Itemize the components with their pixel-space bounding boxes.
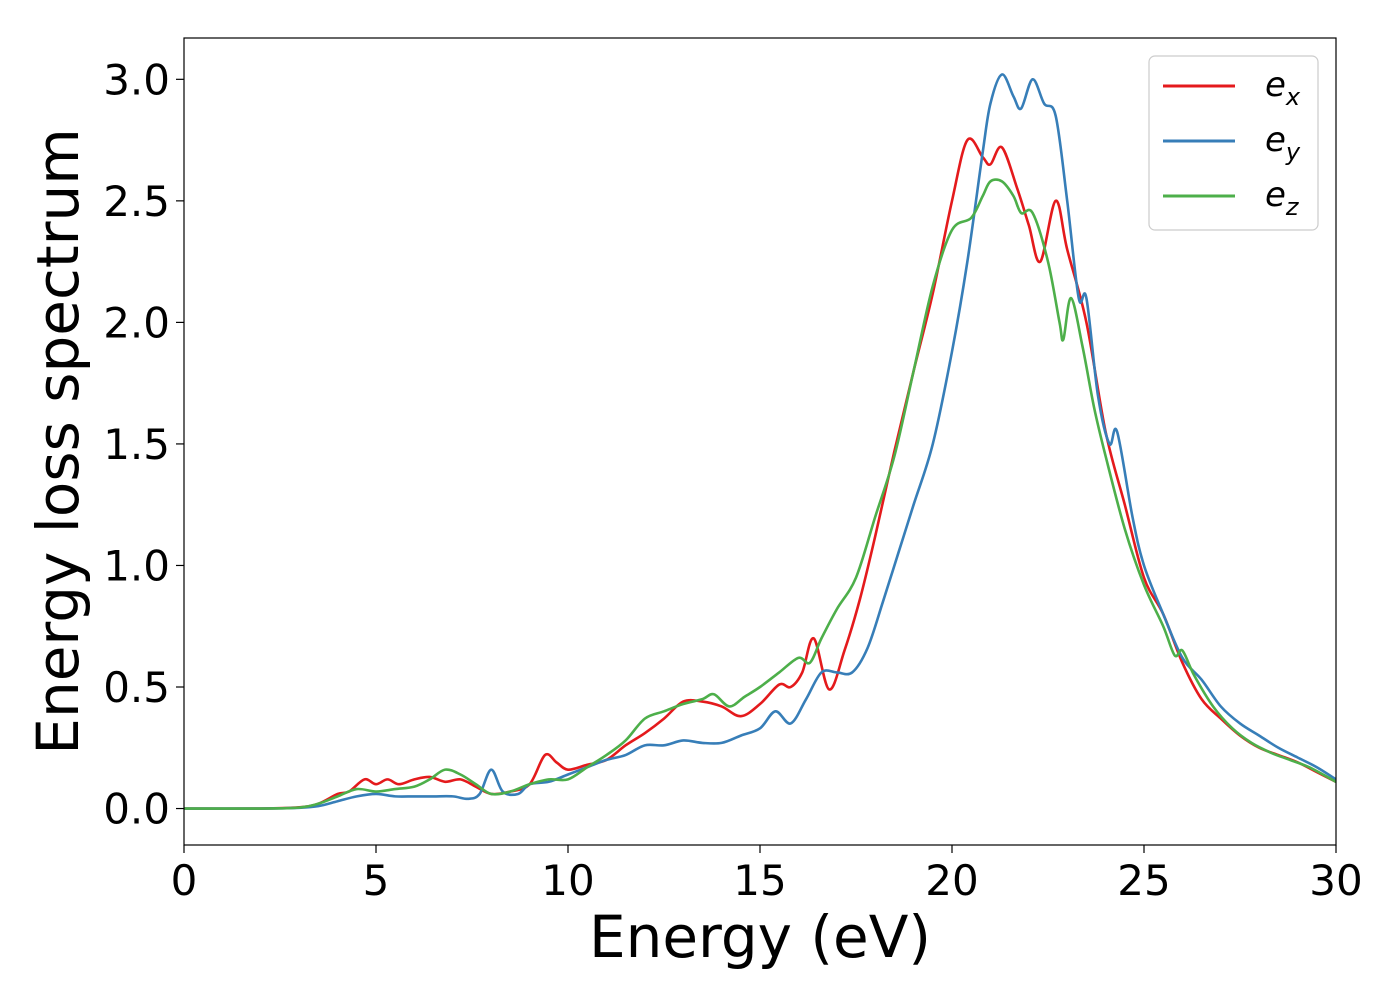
legend-label-subscript: z xyxy=(1285,193,1300,221)
y-tick-label: 2.5 xyxy=(103,177,170,226)
legend-label-x: ex xyxy=(1265,65,1301,111)
y-tick-label: 0.0 xyxy=(103,785,170,834)
y-tick-label: 2.0 xyxy=(103,298,170,347)
legend-box xyxy=(1148,55,1319,231)
x-tick-label: 5 xyxy=(363,856,390,905)
legend-label-subscript: y xyxy=(1285,138,1301,166)
legend-label-subscript: x xyxy=(1285,83,1301,111)
x-tick-label: 20 xyxy=(925,856,978,905)
x-axis-label: Energy (eV) xyxy=(589,903,931,971)
y-axis-label: Energy loss spectrum xyxy=(24,128,92,754)
y-tick-label: 1.5 xyxy=(103,420,170,469)
y-tick-label: 3.0 xyxy=(103,55,170,104)
y-axis-ticks: 0.0 0.5 1.0 1.5 2.0 2.5 3.0 xyxy=(103,55,184,834)
y-tick-label: 1.0 xyxy=(103,541,170,590)
series-line-y xyxy=(184,73,1336,810)
x-tick-label: 25 xyxy=(1117,856,1170,905)
legend-label-base: e xyxy=(1265,175,1286,215)
x-tick-label: 15 xyxy=(733,856,786,905)
series-line-z xyxy=(184,178,1336,810)
series-layer xyxy=(184,73,1336,810)
x-tick-label: 30 xyxy=(1309,856,1362,905)
x-tick-label: 10 xyxy=(541,856,594,905)
legend-label-base: e xyxy=(1265,65,1286,105)
y-tick-label: 0.5 xyxy=(103,663,170,712)
series-line-x xyxy=(184,137,1336,810)
x-axis-ticks: 0 5 10 15 20 25 30 xyxy=(171,845,1363,905)
legend-label-z: ez xyxy=(1265,175,1300,221)
x-tick-label: 0 xyxy=(171,856,198,905)
legend-label-base: e xyxy=(1265,120,1286,160)
legend-label-y: ey xyxy=(1265,120,1301,166)
